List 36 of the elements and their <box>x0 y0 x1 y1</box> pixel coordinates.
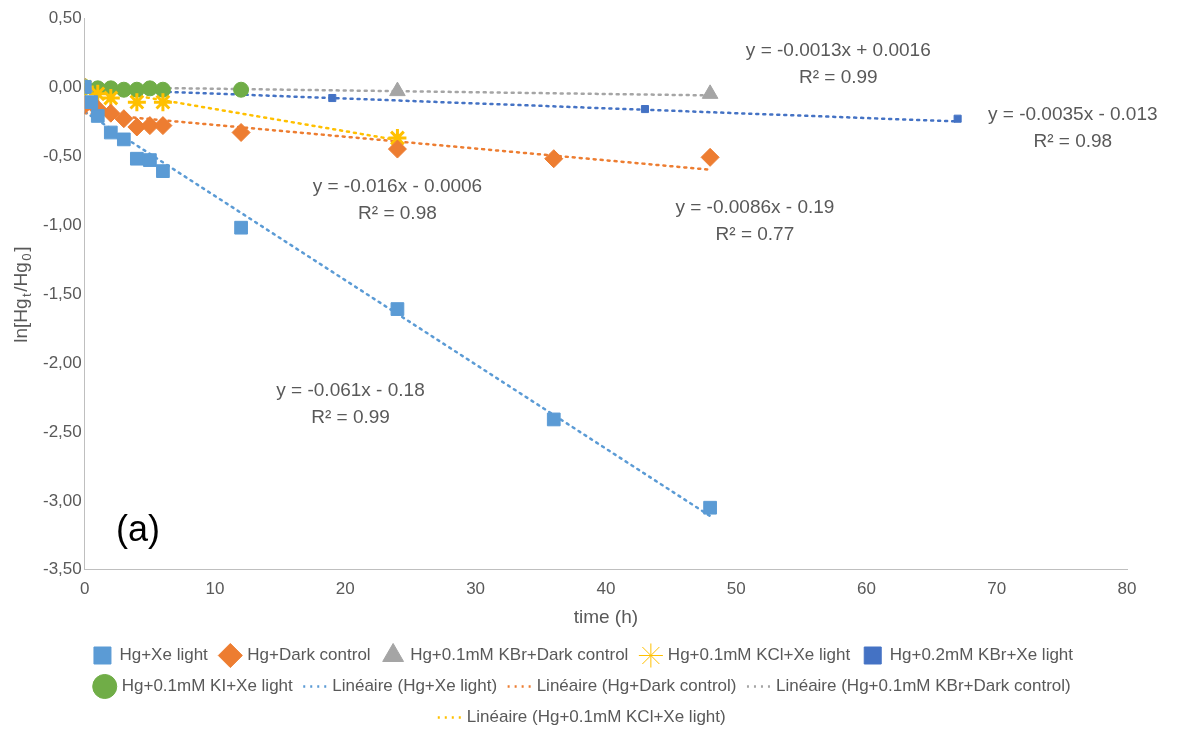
x-tick-label: 50 <box>726 578 746 598</box>
legend-label: Hg+Xe light <box>119 645 209 665</box>
x-tick-label: 0 <box>80 578 90 598</box>
annotation: y = -0.061x - 0.18 R² = 0.99 <box>276 378 425 427</box>
legend-label: Hg+0.2mM KBr+Xe light <box>889 645 1074 665</box>
x-tick-label: 70 <box>987 578 1007 598</box>
x-tick-label: 80 <box>1117 578 1137 598</box>
y-tick-label: -0,50 <box>43 145 82 165</box>
y-tick-label: -2,00 <box>43 352 82 372</box>
legend-label: Hg+0.1mM KI+Xe light <box>121 676 294 696</box>
x-tick-label: 60 <box>856 578 876 598</box>
legend-label: Hg+Dark control <box>247 645 371 665</box>
legend-label: Linéaire (Hg+0.1mM KCl+Xe light) <box>466 707 726 727</box>
y-tick-label: -1,50 <box>43 283 82 303</box>
y-axis-title: ln[Hgt/Hg0] <box>10 246 35 343</box>
x-tick-label: 20 <box>335 578 355 598</box>
x-axis-title: time (h) <box>573 605 639 627</box>
y-tick-label: -3,00 <box>43 490 82 510</box>
annotation: y = -0.0013x + 0.0016 R² = 0.99 <box>745 39 931 88</box>
y-tick-label: -1,00 <box>43 214 82 234</box>
y-tick-label: -3,50 <box>43 559 82 579</box>
y-tick-label: 0,00 <box>48 76 82 96</box>
legend-label: Linéaire (Hg+0.1mM KBr+Dark control) <box>775 676 1071 696</box>
x-tick-label: 10 <box>205 578 225 598</box>
legend-label: Hg+0.1mM KCl+Xe light <box>667 645 851 665</box>
annotation: y = -0.0086x - 0.19 R² = 0.77 <box>675 195 835 244</box>
x-tick-label: 30 <box>466 578 486 598</box>
annotation: y = -0.016x - 0.0006 R² = 0.98 <box>312 174 483 223</box>
annotation: (a) <box>116 508 161 550</box>
annotation: y = -0.0035x - 0.013 R² = 0.98 <box>988 103 1158 152</box>
y-tick-label: 0,50 <box>48 7 82 27</box>
legend-label: Hg+0.1mM KBr+Dark control <box>410 645 629 665</box>
legend-label: Linéaire (Hg+Xe light) <box>332 676 498 696</box>
y-tick-label: -2,50 <box>43 421 82 441</box>
x-tick-label: 40 <box>596 578 616 598</box>
legend-label: Linéaire (Hg+Dark control) <box>536 676 737 696</box>
